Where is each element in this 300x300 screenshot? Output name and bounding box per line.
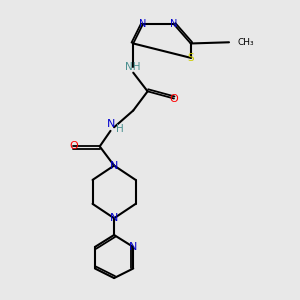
Text: N: N	[139, 19, 146, 29]
Text: S: S	[188, 53, 194, 63]
Text: N: N	[110, 213, 118, 223]
Text: O: O	[69, 141, 78, 152]
Text: N: N	[110, 160, 118, 171]
Text: NH: NH	[125, 62, 141, 72]
Text: O: O	[169, 94, 178, 103]
Text: N: N	[170, 19, 178, 29]
Text: CH₃: CH₃	[237, 38, 254, 47]
Text: H: H	[116, 124, 124, 134]
Text: N: N	[129, 242, 137, 252]
Text: N: N	[107, 119, 116, 129]
